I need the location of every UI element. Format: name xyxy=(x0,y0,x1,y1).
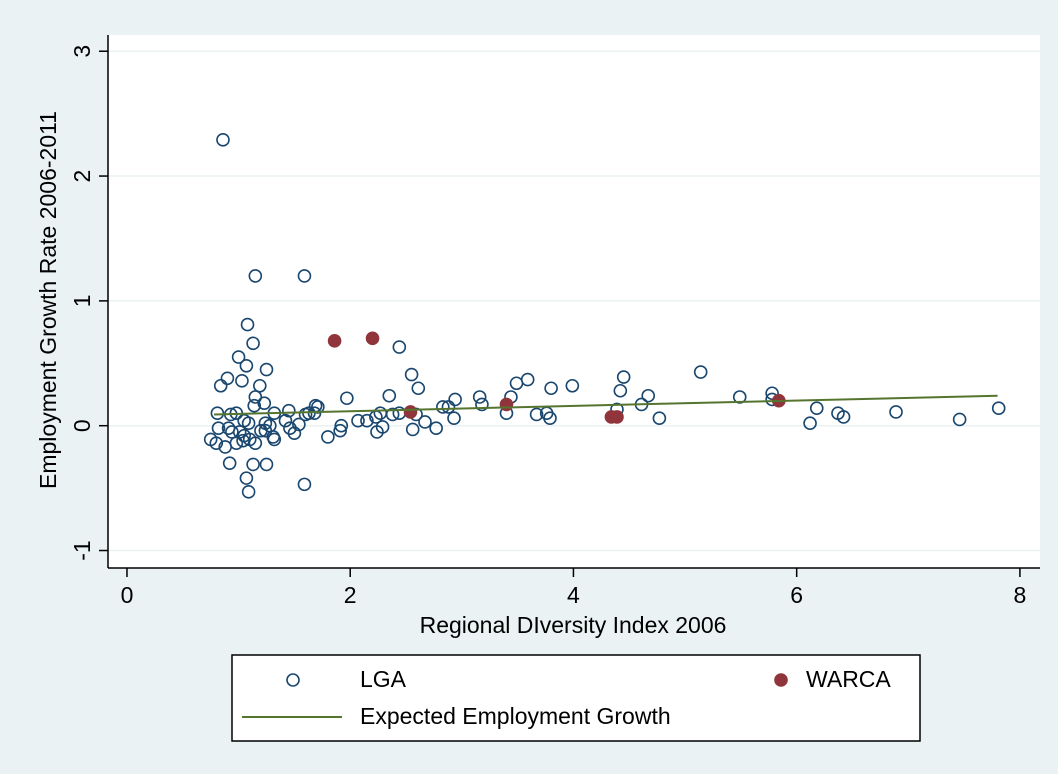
point xyxy=(252,378,267,393)
y-tick-label: 0 xyxy=(69,419,95,432)
point xyxy=(257,396,272,411)
point xyxy=(210,406,225,421)
point xyxy=(613,383,628,398)
point xyxy=(225,425,239,439)
point xyxy=(365,331,380,346)
legend-key xyxy=(774,673,788,687)
legend-label: Expected Employment Growth xyxy=(360,703,671,729)
y-tick-label: 2 xyxy=(69,170,95,183)
y-tick-label: -1 xyxy=(69,540,95,560)
point xyxy=(259,362,274,377)
y-tick-label: 1 xyxy=(69,294,95,307)
point xyxy=(472,390,487,404)
x-tick-label: 6 xyxy=(790,582,803,608)
point xyxy=(475,397,489,412)
point xyxy=(247,398,262,413)
point xyxy=(565,378,580,393)
point xyxy=(418,415,432,429)
point xyxy=(235,373,249,388)
point xyxy=(543,411,557,426)
y-axis-title: Employment Growth Rate 2006-2011 xyxy=(35,111,61,489)
point xyxy=(403,405,418,419)
x-axis-title: Regional DIversity Index 2006 xyxy=(420,612,727,638)
point xyxy=(616,370,631,384)
point xyxy=(375,420,390,434)
point xyxy=(441,400,456,414)
point xyxy=(693,365,708,379)
legend-key xyxy=(286,673,300,687)
y-tick-label: 3 xyxy=(69,45,95,58)
point xyxy=(292,417,306,432)
point xyxy=(889,405,903,419)
x-tick-label: 4 xyxy=(567,582,580,608)
point xyxy=(429,421,443,435)
point xyxy=(240,317,255,332)
point xyxy=(327,334,342,348)
point xyxy=(529,407,544,422)
point xyxy=(209,436,224,450)
point xyxy=(991,401,1006,416)
point xyxy=(216,133,230,147)
point xyxy=(652,411,667,426)
point xyxy=(340,391,354,406)
point xyxy=(321,430,335,444)
point xyxy=(278,413,293,428)
point xyxy=(809,401,824,416)
point xyxy=(236,433,250,448)
point xyxy=(499,397,514,412)
point xyxy=(385,407,400,422)
point xyxy=(259,457,274,472)
point xyxy=(360,413,374,428)
point xyxy=(382,388,397,403)
point xyxy=(254,423,268,438)
point xyxy=(246,336,260,351)
point xyxy=(246,457,260,472)
point xyxy=(544,381,558,396)
legend-label: LGA xyxy=(360,666,407,692)
point xyxy=(248,269,263,283)
point xyxy=(405,422,420,437)
point xyxy=(241,485,256,499)
point xyxy=(732,390,747,404)
point xyxy=(239,358,254,373)
point xyxy=(220,371,235,386)
point xyxy=(231,350,246,364)
x-tick-label: 8 xyxy=(1014,582,1027,608)
point xyxy=(610,410,624,424)
point xyxy=(229,436,244,450)
point xyxy=(765,386,779,401)
point xyxy=(436,400,450,414)
point xyxy=(297,269,312,283)
point xyxy=(241,416,256,431)
point xyxy=(248,390,263,404)
legend-box xyxy=(231,654,921,742)
point xyxy=(411,381,426,396)
x-tick-label: 0 xyxy=(121,582,134,608)
point xyxy=(267,432,282,447)
point xyxy=(239,471,254,485)
point xyxy=(520,372,535,387)
point xyxy=(297,477,312,492)
point xyxy=(211,421,226,435)
point xyxy=(404,367,419,382)
point xyxy=(334,418,349,433)
point xyxy=(952,412,967,427)
point xyxy=(836,410,851,424)
point xyxy=(447,411,461,426)
point xyxy=(333,423,347,438)
x-tick-label: 2 xyxy=(344,582,357,608)
trend-line xyxy=(214,394,998,416)
point xyxy=(213,378,228,393)
legend-label: WARCA xyxy=(806,666,891,692)
point xyxy=(392,340,407,354)
point xyxy=(222,456,237,470)
point xyxy=(351,413,365,428)
point xyxy=(803,416,817,431)
point xyxy=(448,392,462,407)
point xyxy=(641,388,656,403)
